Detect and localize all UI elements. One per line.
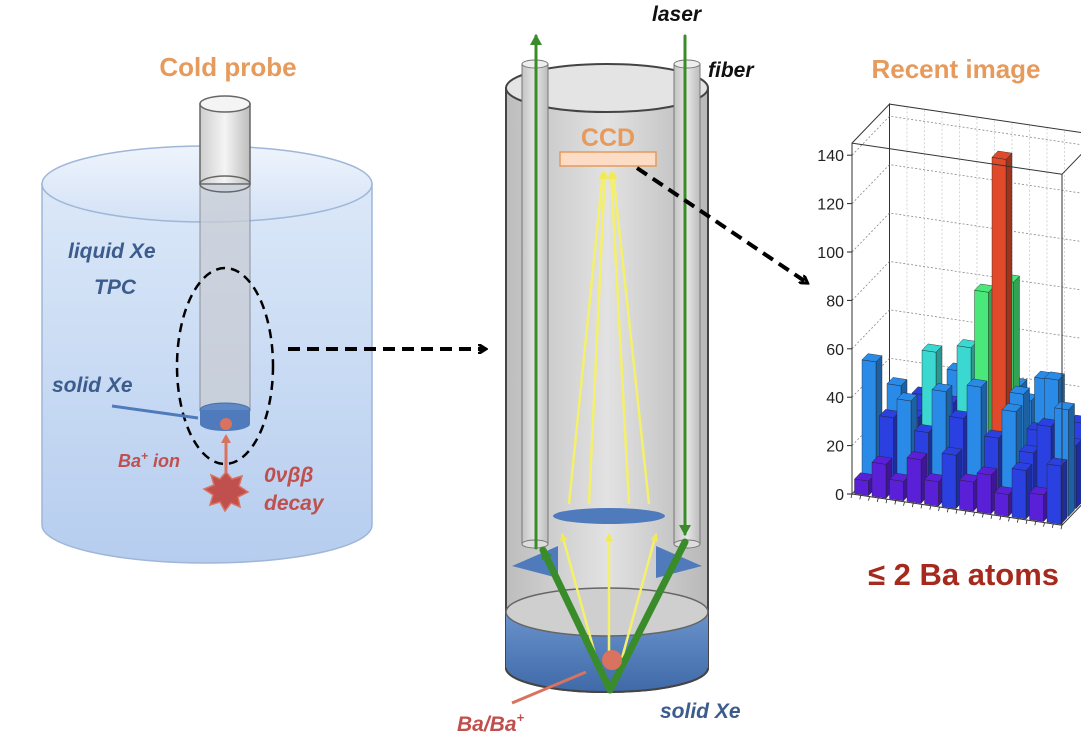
plot-bar [1029, 486, 1050, 523]
solid-xe-pointer [111, 404, 199, 420]
z-tick-label: 40 [826, 390, 844, 407]
z-tick-label: 60 [826, 342, 844, 359]
ba-atoms-result: ≤ 2 Ba atoms [868, 557, 1059, 592]
z-tick-label: 0 [835, 487, 844, 504]
decay-starburst-icon [202, 470, 250, 513]
lens [553, 508, 665, 524]
cold-probe-rod [199, 95, 251, 431]
fiber-label: fiber [708, 59, 755, 82]
left-solid-xe-label: solid Xe [52, 374, 133, 397]
ba-atom-pointer [511, 670, 587, 705]
plot-bar [976, 466, 998, 515]
plot-bar [906, 451, 928, 504]
z-tick-label: 80 [826, 293, 844, 310]
tpc-label: TPC [94, 276, 137, 299]
plot-bar [889, 472, 910, 502]
ba-atom-label: Ba/Ba+ [457, 710, 525, 736]
ccd-connector-arrow [635, 166, 806, 282]
z-tick-label: 120 [817, 197, 844, 214]
z-axis-ticks: 0 20 40 60 80 100 120 140 [817, 148, 852, 504]
liquid-xe-label: liquid Xe [68, 240, 156, 263]
cold-probe-panel: Cold probe solid Xe liquid Xe TPC [41, 52, 373, 564]
decay-label-line1: 0νββ [264, 464, 313, 487]
fiber-right [673, 59, 701, 549]
zoom-region-ellipse [175, 266, 275, 466]
ccd-label: CCD [581, 124, 635, 152]
ba-ion-dot [220, 418, 232, 430]
plot-bar [1011, 461, 1033, 520]
plot-bar [871, 455, 893, 499]
z-tick-label: 100 [817, 245, 844, 262]
recent-image-title: Recent image [871, 54, 1040, 84]
ccd-sensor [559, 151, 657, 167]
plot-bar [1046, 457, 1068, 525]
plot-frame-front [850, 142, 1081, 530]
middle-solid-xe-label: solid Xe [660, 700, 741, 723]
decay-label-line2: decay [264, 492, 325, 515]
laser-label: laser [652, 3, 703, 26]
lego-plot: 0 20 40 60 80 100 120 140 [817, 102, 1081, 530]
z-tick-label: 20 [826, 439, 844, 456]
recent-image-panel: Recent image 0 20 40 60 80 100 120 140 ≤ 2 Ba a… [817, 54, 1081, 592]
plot-bar [854, 472, 875, 497]
z-tick-label: 140 [817, 148, 844, 165]
ba-ion-label: Ba+ ion [118, 449, 180, 471]
plot-bar [924, 473, 945, 507]
plot-bar [994, 486, 1015, 517]
probe-detail-panel: CCD laser fiber Ba/Ba+ solid Xe [457, 3, 755, 736]
plot-bar [959, 473, 980, 512]
ba-atom-dot [602, 650, 622, 670]
plot-bars [854, 150, 1081, 525]
cold-probe-title: Cold probe [159, 52, 296, 82]
laser-path [530, 34, 691, 694]
plot-bar [941, 446, 963, 510]
fluorescence-rays [559, 171, 659, 659]
